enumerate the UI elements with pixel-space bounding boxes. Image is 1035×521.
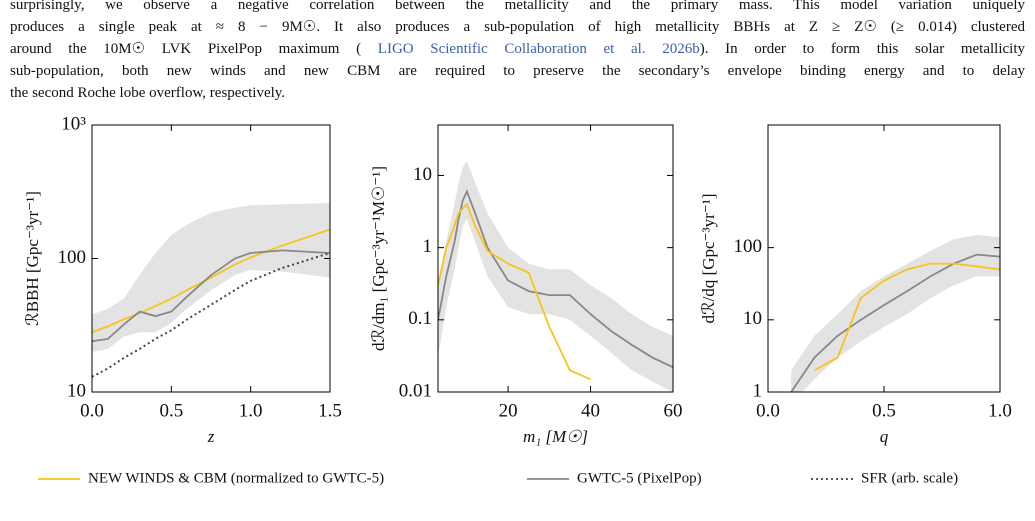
x-tick-label: 0.5 (159, 400, 183, 421)
y-tick-label: 10 (413, 164, 432, 185)
y-tick-label: 100 (734, 236, 763, 257)
y-tick-label: 1 (753, 380, 763, 401)
y-axis-label: ℛBBH [Gpc⁻³yr⁻¹] (23, 191, 42, 326)
y-tick-label: 1 (423, 236, 433, 257)
series-line (813, 262, 1000, 372)
x-tick-label: 1.0 (239, 400, 263, 421)
text: the second Roche lobe overflow, respecti… (10, 85, 286, 101)
y-tick-label: 0.01 (399, 380, 432, 401)
text: around the 10M☉ LVK PixelPop maximum ( (10, 41, 362, 57)
series-line (92, 228, 330, 334)
text-line: around the 10M☉ LVK PixelPop maximum ( L… (10, 38, 1025, 60)
x-tick-label: 60 (664, 400, 683, 421)
y-tick-label: 0.1 (408, 308, 432, 329)
text-line: sub-population, both new winds and new C… (10, 60, 1025, 82)
x-axis-label: q (880, 427, 889, 446)
series-line (790, 253, 1000, 392)
uncertainty-band (438, 160, 673, 392)
x-axis-label: m₁ [M☉] (523, 427, 588, 446)
x-tick-label: 0.5 (872, 400, 896, 421)
x-tick-label: 1.0 (988, 400, 1012, 421)
x-tick-label: 0.0 (756, 400, 780, 421)
y-tick-label: 10 (743, 308, 762, 329)
legend-label: SFR (arb. scale) (861, 470, 958, 486)
y-axis-label: dℛ/dq [Gpc⁻³yr⁻¹] (699, 194, 718, 324)
text: surprisingly, we observe a negative corr… (10, 0, 1025, 13)
uncertainty-band (791, 234, 1000, 392)
series-line (438, 202, 591, 381)
legend-label: GWTC-5 (PixelPop) (577, 470, 702, 486)
series-line (92, 249, 330, 343)
text-line: surprisingly, we observe a negative corr… (10, 0, 1025, 16)
y-tick-label: 100 (58, 247, 87, 268)
x-axis-label: z (207, 427, 215, 446)
paragraph: surprisingly, we observe a negative corr… (10, 0, 1025, 104)
y-tick-label: 10³ (61, 113, 86, 134)
text: ). In order to form this solar metallici… (699, 41, 1025, 57)
text-line: the second Roche lobe overflow, respecti… (10, 82, 1025, 104)
x-tick-label: 20 (499, 400, 518, 421)
text: sub-population, both new winds and new C… (10, 63, 1025, 79)
legend-label: NEW WINDS & CBM (normalized to GWTC-5) (88, 470, 384, 486)
series-line (92, 252, 330, 378)
y-tick-label: 10 (67, 380, 86, 401)
text: produces a single peak at ≈ 8 − 9M☉. It … (10, 19, 1025, 35)
text-line: produces a single peak at ≈ 8 − 9M☉. It … (10, 16, 1025, 38)
citation[interactable]: LIGO Scientific Collaboration et al. 202… (377, 41, 700, 57)
series-line (438, 189, 673, 369)
y-axis-label: dℛ/dm₁ [Gpc⁻³yr⁻¹M☉⁻¹] (369, 166, 388, 351)
x-tick-label: 0.0 (80, 400, 104, 421)
axes-frame (437, 124, 674, 393)
x-tick-label: 1.5 (318, 400, 342, 421)
x-tick-label: 40 (581, 400, 600, 421)
